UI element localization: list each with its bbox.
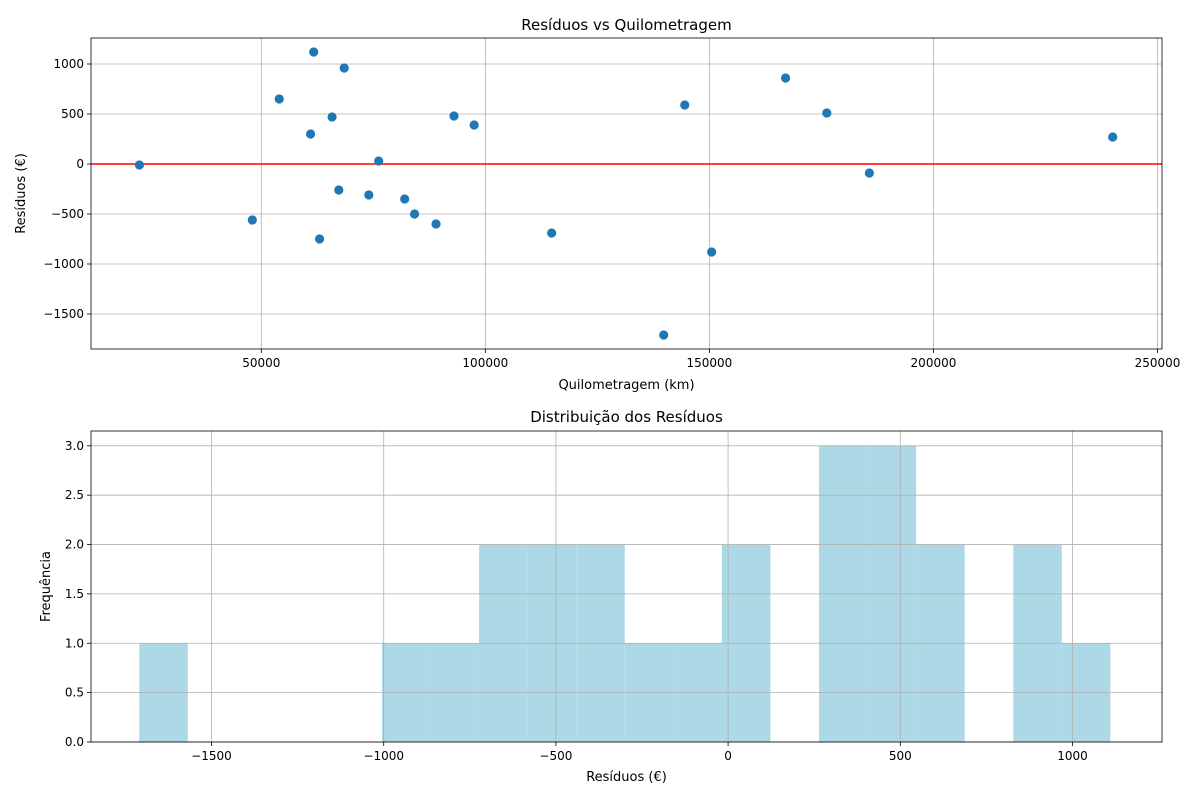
scatter-y-tick-label: 1000 bbox=[53, 57, 84, 71]
scatter-point bbox=[680, 100, 690, 110]
histogram-y-axis-label: Frequência bbox=[39, 551, 54, 622]
scatter-x-tick-label: 100000 bbox=[462, 356, 508, 370]
scatter-frame bbox=[90, 37, 1163, 350]
histogram-x-tick-label: −500 bbox=[539, 749, 572, 763]
scatter-ticks: 50000 100000 150000 200000 250000 −1500 −1000 −… bbox=[43, 57, 1180, 370]
histogram-x-tick-label: 500 bbox=[889, 749, 912, 763]
histogram-y-tick-label: 0.5 bbox=[65, 686, 84, 700]
histogram-x-tick-label: 0 bbox=[724, 749, 732, 763]
scatter-point bbox=[327, 112, 337, 122]
scatter-point bbox=[707, 247, 717, 257]
scatter-point bbox=[780, 73, 791, 83]
histogram-x-tick-label: −1500 bbox=[191, 749, 232, 763]
scatter-point bbox=[431, 219, 441, 229]
scatter-plot: 50000 100000 150000 200000 250000 −1500 −1000 −… bbox=[14, 16, 1180, 393]
histogram-y-tick-label: 0.0 bbox=[65, 735, 84, 749]
scatter-y-tick-label: −1500 bbox=[43, 307, 84, 321]
scatter-point bbox=[374, 156, 384, 166]
scatter-point bbox=[449, 111, 459, 121]
scatter-point bbox=[334, 185, 344, 195]
histogram-y-tick-label: 2.0 bbox=[65, 538, 84, 552]
histogram-title: Distribuição dos Resíduos bbox=[530, 408, 723, 426]
scatter-point bbox=[1108, 132, 1118, 142]
histogram-x-axis-label: Resíduos (€) bbox=[586, 770, 667, 785]
scatter-point bbox=[305, 129, 316, 139]
scatter-point bbox=[659, 330, 669, 340]
scatter-point bbox=[274, 94, 284, 104]
scatter-point bbox=[339, 63, 349, 73]
scatter-y-tick-label: −500 bbox=[51, 207, 84, 221]
scatter-point bbox=[247, 215, 257, 225]
scatter-point bbox=[409, 209, 420, 219]
scatter-point bbox=[822, 108, 832, 118]
scatter-y-tick-label: 500 bbox=[61, 107, 84, 121]
histogram-frame bbox=[90, 430, 1163, 743]
scatter-point bbox=[547, 228, 557, 238]
scatter-x-tick-label: 250000 bbox=[1135, 356, 1181, 370]
scatter-y-axis-label: Resíduos (€) bbox=[14, 153, 29, 234]
scatter-point bbox=[364, 190, 374, 200]
scatter-y-tick-label: 0 bbox=[76, 157, 84, 171]
histogram-y-tick-label: 2.5 bbox=[65, 488, 84, 502]
histogram-x-tick-label: 1000 bbox=[1057, 749, 1088, 763]
scatter-x-tick-label: 150000 bbox=[686, 356, 732, 370]
scatter-x-tick-label: 200000 bbox=[911, 356, 957, 370]
scatter-point bbox=[309, 47, 319, 57]
scatter-x-axis-label: Quilometragem (km) bbox=[558, 378, 694, 393]
scatter-point bbox=[864, 168, 874, 178]
scatter-points bbox=[91, 47, 1162, 340]
scatter-point bbox=[134, 160, 144, 170]
scatter-point bbox=[469, 120, 479, 130]
histogram-plot: −1500 −1000 −500 0 500 1000 0.0 0.5 1.0 1.5 2.0 2.5… bbox=[39, 408, 1163, 785]
histogram-y-tick-label: 1.0 bbox=[65, 636, 84, 650]
scatter-grid bbox=[91, 38, 1162, 349]
histogram-y-tick-label: 3.0 bbox=[65, 439, 84, 453]
histogram-y-tick-label: 1.5 bbox=[65, 587, 84, 601]
scatter-x-tick-label: 50000 bbox=[242, 356, 280, 370]
scatter-point bbox=[314, 234, 325, 244]
histogram-ticks: −1500 −1000 −500 0 500 1000 0.0 0.5 1.0 1.5 2.0 2.5… bbox=[65, 439, 1088, 763]
scatter-point bbox=[400, 194, 410, 204]
scatter-y-tick-label: −1000 bbox=[43, 257, 84, 271]
histogram-x-tick-label: −1000 bbox=[363, 749, 404, 763]
scatter-title: Resíduos vs Quilometragem bbox=[521, 16, 731, 34]
